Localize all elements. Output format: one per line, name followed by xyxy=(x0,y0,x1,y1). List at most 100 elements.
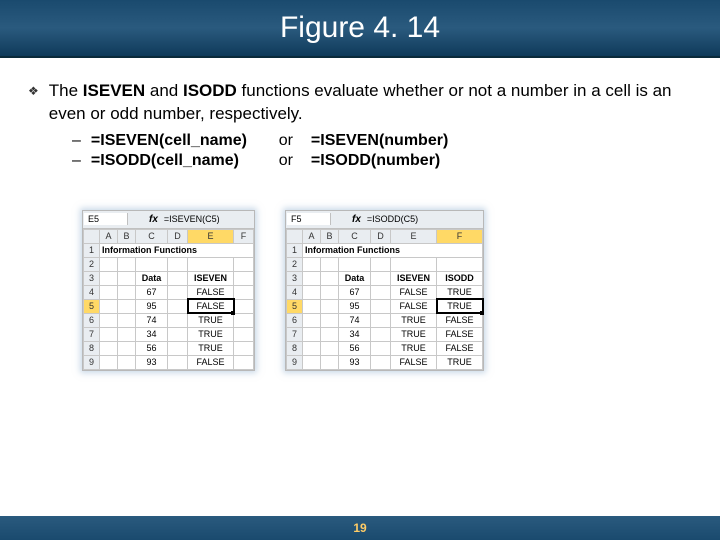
cell[interactable] xyxy=(168,299,188,313)
cell[interactable] xyxy=(321,355,339,369)
column-header[interactable]: A xyxy=(303,229,321,243)
cell[interactable]: TRUE xyxy=(391,327,437,341)
cell[interactable]: 95 xyxy=(136,299,168,313)
cell[interactable] xyxy=(234,299,254,313)
cell[interactable]: Data xyxy=(136,271,168,285)
cell[interactable]: 93 xyxy=(339,355,371,369)
cell[interactable] xyxy=(168,271,188,285)
column-header[interactable]: D xyxy=(371,229,391,243)
cell[interactable] xyxy=(303,257,321,271)
cell[interactable] xyxy=(168,257,188,271)
cell[interactable] xyxy=(168,355,188,369)
cell[interactable] xyxy=(234,327,254,341)
cell[interactable] xyxy=(234,271,254,285)
spreadsheet-grid[interactable]: ABCDEF1Information Functions23DataISEVEN… xyxy=(286,229,483,370)
column-header[interactable]: B xyxy=(118,229,136,243)
cell[interactable] xyxy=(118,341,136,355)
cell[interactable] xyxy=(234,355,254,369)
cell[interactable] xyxy=(303,355,321,369)
cell[interactable] xyxy=(321,327,339,341)
cell[interactable] xyxy=(371,313,391,327)
cell[interactable] xyxy=(234,313,254,327)
cell[interactable]: 67 xyxy=(136,285,168,299)
cell[interactable]: TRUE xyxy=(188,327,234,341)
cell[interactable]: 74 xyxy=(339,313,371,327)
row-header[interactable]: 7 xyxy=(287,327,303,341)
row-header[interactable]: 3 xyxy=(287,271,303,285)
name-box[interactable]: F5 xyxy=(287,213,331,225)
cell[interactable] xyxy=(100,299,118,313)
cell[interactable] xyxy=(321,271,339,285)
cell[interactable] xyxy=(371,271,391,285)
cell[interactable] xyxy=(100,355,118,369)
cell[interactable]: ISEVEN xyxy=(188,271,234,285)
row-header[interactable]: 4 xyxy=(287,285,303,299)
column-header[interactable]: D xyxy=(168,229,188,243)
cell[interactable]: FALSE xyxy=(188,299,234,313)
cell[interactable] xyxy=(118,299,136,313)
cell[interactable]: Data xyxy=(339,271,371,285)
cell[interactable]: TRUE xyxy=(437,299,483,313)
cell[interactable] xyxy=(371,327,391,341)
column-header[interactable]: B xyxy=(321,229,339,243)
cell[interactable]: TRUE xyxy=(188,341,234,355)
column-header[interactable]: E xyxy=(391,229,437,243)
cell[interactable] xyxy=(321,341,339,355)
cell[interactable]: FALSE xyxy=(437,313,483,327)
cell[interactable] xyxy=(168,313,188,327)
cell[interactable]: 93 xyxy=(136,355,168,369)
cell[interactable] xyxy=(118,271,136,285)
row-header[interactable]: 8 xyxy=(84,341,100,355)
cell[interactable] xyxy=(391,257,437,271)
column-header[interactable]: E xyxy=(188,229,234,243)
row-header[interactable]: 6 xyxy=(84,313,100,327)
cell[interactable] xyxy=(303,341,321,355)
column-header[interactable]: A xyxy=(100,229,118,243)
cell[interactable] xyxy=(234,341,254,355)
cell[interactable]: ISODD xyxy=(437,271,483,285)
row-header[interactable]: 5 xyxy=(84,299,100,313)
row-header[interactable]: 7 xyxy=(84,327,100,341)
cell[interactable] xyxy=(321,299,339,313)
column-header[interactable]: C xyxy=(136,229,168,243)
cell[interactable] xyxy=(321,313,339,327)
cell[interactable]: TRUE xyxy=(391,313,437,327)
row-header[interactable]: 3 xyxy=(84,271,100,285)
row-header[interactable]: 1 xyxy=(84,243,100,257)
cell[interactable] xyxy=(234,285,254,299)
cell[interactable]: FALSE xyxy=(188,285,234,299)
name-box[interactable]: E5 xyxy=(84,213,128,225)
cell[interactable] xyxy=(437,257,483,271)
cell[interactable]: 56 xyxy=(339,341,371,355)
cell[interactable]: TRUE xyxy=(391,341,437,355)
cell[interactable] xyxy=(339,257,371,271)
cell[interactable]: TRUE xyxy=(188,313,234,327)
info-functions-title[interactable]: Information Functions xyxy=(100,243,254,257)
cell[interactable] xyxy=(303,285,321,299)
cell[interactable] xyxy=(303,271,321,285)
cell[interactable] xyxy=(118,257,136,271)
row-header[interactable]: 1 xyxy=(287,243,303,257)
cell[interactable]: FALSE xyxy=(391,355,437,369)
cell[interactable] xyxy=(136,257,168,271)
cell[interactable] xyxy=(303,327,321,341)
cell[interactable] xyxy=(303,299,321,313)
cell[interactable] xyxy=(321,257,339,271)
row-header[interactable]: 5 xyxy=(287,299,303,313)
cell[interactable] xyxy=(168,285,188,299)
column-header[interactable]: C xyxy=(339,229,371,243)
cell[interactable] xyxy=(100,313,118,327)
cell[interactable]: ISEVEN xyxy=(391,271,437,285)
cell[interactable] xyxy=(371,285,391,299)
cell[interactable] xyxy=(371,299,391,313)
cell[interactable]: FALSE xyxy=(391,299,437,313)
cell[interactable] xyxy=(371,341,391,355)
cell[interactable] xyxy=(303,313,321,327)
row-header[interactable]: 9 xyxy=(84,355,100,369)
cell[interactable]: FALSE xyxy=(188,355,234,369)
cell[interactable]: 67 xyxy=(339,285,371,299)
row-header[interactable]: 8 xyxy=(287,341,303,355)
cell[interactable] xyxy=(118,285,136,299)
cell[interactable] xyxy=(234,257,254,271)
row-header[interactable]: 6 xyxy=(287,313,303,327)
